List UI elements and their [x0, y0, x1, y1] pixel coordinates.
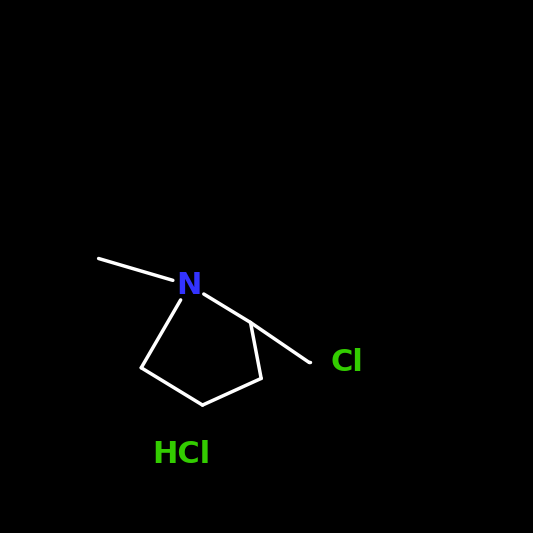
Text: HCl: HCl — [152, 440, 210, 469]
Text: N: N — [176, 271, 202, 300]
Text: Cl: Cl — [330, 348, 364, 377]
